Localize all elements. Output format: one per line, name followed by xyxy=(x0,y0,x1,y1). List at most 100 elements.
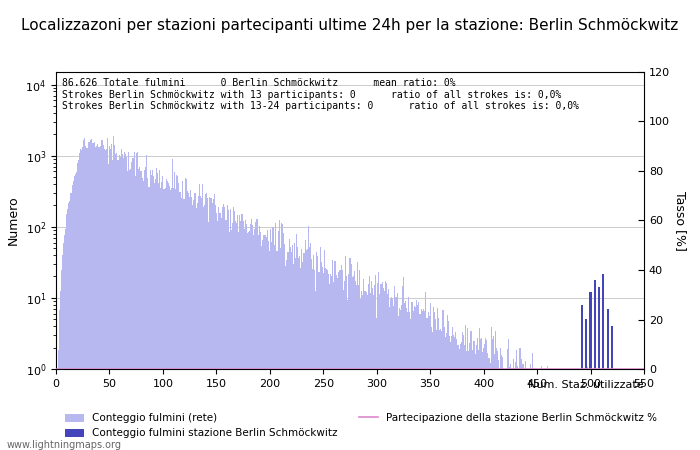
Bar xyxy=(177,176,178,450)
Bar xyxy=(481,338,482,450)
Bar xyxy=(436,329,437,450)
Bar xyxy=(507,349,508,450)
Bar xyxy=(318,271,319,450)
Bar xyxy=(407,312,408,450)
Bar xyxy=(378,272,379,450)
Bar xyxy=(141,171,142,450)
Bar xyxy=(248,232,249,450)
Bar xyxy=(367,295,368,450)
Bar xyxy=(307,248,308,450)
Bar xyxy=(473,341,475,450)
Bar xyxy=(552,369,554,450)
Bar xyxy=(477,338,478,450)
Bar xyxy=(615,369,616,450)
Bar xyxy=(163,189,164,450)
Bar xyxy=(236,224,237,450)
Bar xyxy=(494,354,495,450)
Bar xyxy=(112,160,113,450)
Bar xyxy=(426,318,428,450)
Bar xyxy=(582,369,584,450)
Bar xyxy=(88,142,89,450)
Bar xyxy=(124,153,125,450)
Bar xyxy=(542,369,543,450)
Bar xyxy=(59,310,60,450)
Bar xyxy=(393,306,394,450)
Bar xyxy=(266,237,267,450)
Bar xyxy=(114,145,116,450)
Bar xyxy=(202,184,203,450)
Partecipazione della stazione Berlin Schmöckwitz % xyxy=(459,366,468,372)
Bar xyxy=(204,206,205,450)
Bar xyxy=(309,248,310,450)
Bar xyxy=(446,333,447,450)
Bar xyxy=(547,366,548,450)
Bar xyxy=(233,207,234,450)
Bar xyxy=(608,369,609,450)
Bar xyxy=(94,142,95,450)
Bar xyxy=(256,219,258,450)
Bar xyxy=(89,142,90,450)
Bar xyxy=(108,164,109,450)
Bar xyxy=(93,143,94,450)
Bar xyxy=(456,338,457,450)
Bar xyxy=(392,299,393,450)
Bar xyxy=(528,369,529,450)
Bar xyxy=(195,207,197,450)
Bar xyxy=(573,369,574,450)
Bar xyxy=(613,369,615,450)
Bar xyxy=(500,348,501,450)
Bar xyxy=(434,312,435,450)
Bar xyxy=(460,344,461,450)
Bar xyxy=(214,194,215,450)
Bar xyxy=(375,275,376,450)
Bar xyxy=(292,245,293,450)
Bar xyxy=(612,369,613,450)
Bar xyxy=(132,158,134,450)
Bar xyxy=(390,299,391,450)
Bar xyxy=(220,212,221,450)
Bar xyxy=(97,144,98,450)
Bar xyxy=(206,193,207,450)
Bar xyxy=(215,205,216,450)
Partecipazione della stazione Berlin Schmöckwitz % xyxy=(320,366,328,372)
Bar xyxy=(531,369,532,450)
Bar xyxy=(461,342,462,450)
Bar xyxy=(314,270,315,450)
Bar xyxy=(311,259,312,450)
Bar xyxy=(403,277,404,450)
Bar xyxy=(87,148,88,450)
Bar xyxy=(617,369,618,450)
Bar xyxy=(525,361,526,450)
Bar xyxy=(406,308,407,450)
Bar xyxy=(377,284,378,450)
Bar xyxy=(173,189,174,450)
Bar xyxy=(598,288,600,450)
Bar xyxy=(485,338,486,450)
Bar xyxy=(161,181,162,450)
Bar xyxy=(421,310,422,450)
Bar xyxy=(592,369,593,450)
Bar xyxy=(299,256,300,450)
Bar xyxy=(341,266,342,450)
Bar xyxy=(134,176,136,450)
Y-axis label: Numero: Numero xyxy=(7,196,20,245)
Bar xyxy=(420,314,421,450)
Bar xyxy=(479,328,480,450)
Bar xyxy=(464,345,465,450)
Bar xyxy=(512,369,513,450)
Bar xyxy=(465,325,466,450)
Bar xyxy=(621,369,622,450)
Bar xyxy=(482,352,483,450)
Bar xyxy=(81,150,82,450)
Bar xyxy=(260,246,262,450)
Bar xyxy=(264,235,265,450)
Bar xyxy=(209,197,211,450)
Bar xyxy=(158,183,159,450)
Bar xyxy=(288,239,290,450)
Y-axis label: Tasso [%]: Tasso [%] xyxy=(673,190,687,251)
Bar xyxy=(90,140,91,450)
Bar xyxy=(167,181,168,450)
Bar xyxy=(174,172,175,450)
Bar xyxy=(317,256,318,450)
Bar xyxy=(524,369,525,450)
